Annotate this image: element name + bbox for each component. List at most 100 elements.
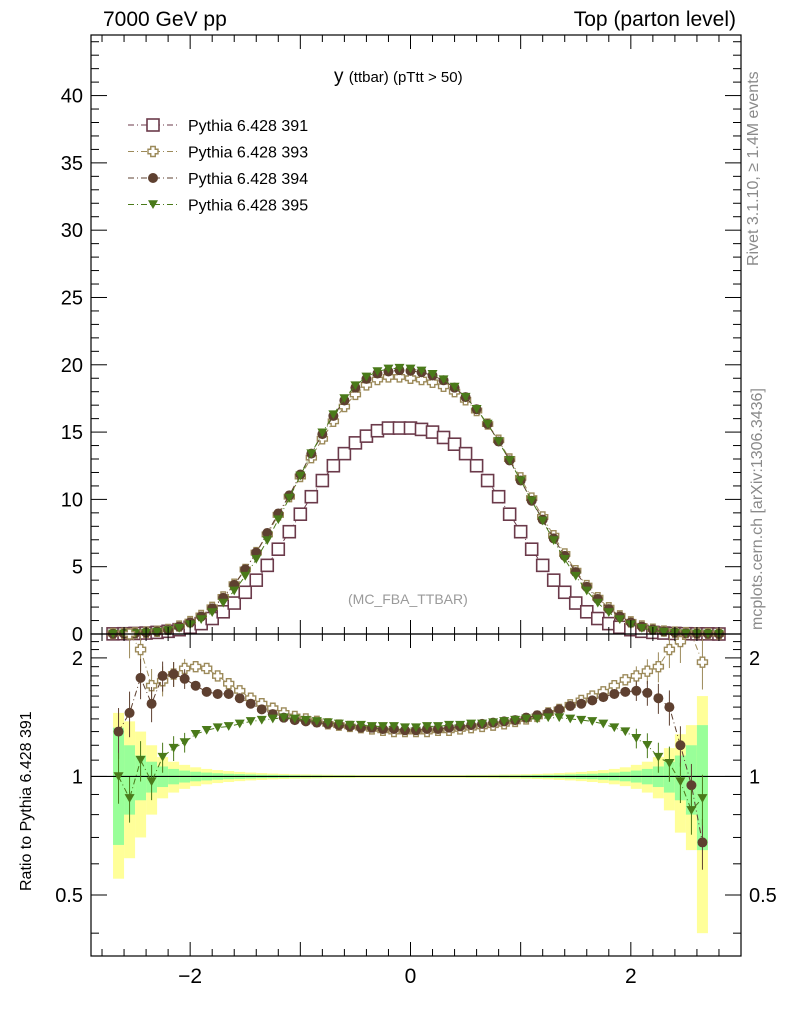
ratio-point	[200, 662, 213, 675]
main-point	[229, 586, 240, 596]
ratio-point	[211, 670, 224, 682]
ratio-point	[168, 669, 179, 680]
ratio-point	[697, 837, 708, 848]
legend-entry-1: Pythia 6.428 391	[128, 118, 308, 135]
ratio-point	[278, 713, 289, 723]
main-point	[273, 515, 284, 525]
ratio-point	[675, 777, 686, 787]
legend-marker	[147, 145, 159, 158]
ratio-point	[333, 719, 344, 729]
ratio-point	[675, 740, 686, 751]
ratio-point	[477, 719, 488, 729]
ratio-series-3	[113, 658, 708, 870]
ratio-point	[641, 665, 654, 677]
main-point	[284, 493, 295, 503]
legend-marker	[148, 173, 158, 183]
main-point	[546, 573, 561, 587]
ratio-point	[256, 704, 267, 715]
main-series-line	[112, 367, 720, 635]
ratio-point	[179, 738, 190, 747]
y-tick-label: 25	[61, 287, 83, 309]
x-tick-label: −2	[178, 965, 202, 988]
main-point	[207, 608, 218, 617]
main-point	[502, 507, 517, 522]
ratio-point	[609, 723, 620, 733]
main-series-2	[107, 371, 725, 640]
ratio-point	[179, 673, 190, 684]
ratio-y-tick-label: 0.5	[55, 885, 83, 907]
ratio-point	[598, 719, 609, 729]
main-series-line	[112, 427, 720, 635]
main-point	[361, 372, 372, 382]
ratio-point	[565, 700, 576, 711]
legend-marker	[146, 118, 160, 132]
ratio-point	[653, 752, 664, 762]
main-point	[425, 425, 440, 439]
main-point	[216, 604, 231, 619]
main-point	[581, 586, 592, 596]
ratio-point	[433, 722, 444, 731]
ratio-point	[642, 741, 653, 750]
main-point	[513, 524, 528, 539]
main-point	[568, 596, 583, 610]
main-point	[469, 458, 484, 473]
ratio-point	[422, 722, 433, 731]
ratio-series-line	[118, 673, 703, 843]
main-series-3	[108, 365, 724, 639]
main-point	[348, 436, 363, 450]
main-series-4	[108, 363, 724, 639]
ratio-point	[444, 720, 455, 730]
ratio-point	[598, 692, 609, 703]
main-point	[426, 376, 439, 388]
main-point	[471, 404, 482, 414]
header-left: 7000 GeV pp	[103, 8, 227, 31]
main-point	[493, 437, 504, 447]
main-point	[339, 394, 350, 403]
main-series-1	[106, 421, 726, 641]
ratio-point	[267, 714, 278, 724]
ratio-point	[135, 755, 146, 765]
ratio-point	[697, 794, 708, 803]
legend-entry-4: Pythia 6.428 395	[128, 198, 308, 215]
ratio-point	[653, 693, 664, 704]
main-point	[326, 458, 341, 473]
ratio-point	[189, 660, 202, 673]
main-point	[447, 437, 462, 452]
main-point	[317, 428, 328, 438]
main-point	[393, 371, 406, 383]
ratio-series-2	[118, 628, 709, 738]
main-point	[238, 585, 253, 600]
ratio-point	[201, 686, 212, 697]
plot-title: y (ttbar) (pTtt > 50)	[334, 66, 463, 88]
main-point	[262, 536, 273, 545]
y-tick-label: 10	[61, 489, 83, 511]
ratio-point	[499, 717, 510, 726]
ratio-point	[245, 717, 256, 726]
ratio-point	[652, 660, 665, 673]
main-series-line	[112, 376, 720, 635]
main-point	[295, 471, 306, 481]
ratio-point	[366, 722, 377, 731]
ratio-point	[322, 718, 333, 728]
ratio-point	[201, 726, 212, 735]
ratio-point	[664, 702, 675, 713]
main-point	[392, 421, 407, 435]
main-point	[537, 516, 548, 526]
legend: Pythia 6.428 391 Pythia 6.428 393 Pythia 6…	[128, 118, 308, 215]
main-series-line	[112, 369, 720, 635]
main-point	[337, 446, 352, 461]
main-point	[370, 423, 385, 438]
ratio-point	[663, 643, 676, 656]
main-point	[350, 381, 361, 391]
ratio-point	[135, 672, 146, 683]
main-point	[174, 623, 185, 633]
ratio-point	[124, 707, 135, 718]
ratio-point	[455, 720, 466, 730]
ratio-point	[543, 713, 554, 723]
main-point	[524, 542, 539, 556]
ratio-point	[168, 743, 179, 753]
ratio-point	[488, 718, 499, 728]
main-point	[480, 473, 495, 488]
ratio-point	[113, 726, 124, 737]
main-point	[592, 598, 603, 608]
